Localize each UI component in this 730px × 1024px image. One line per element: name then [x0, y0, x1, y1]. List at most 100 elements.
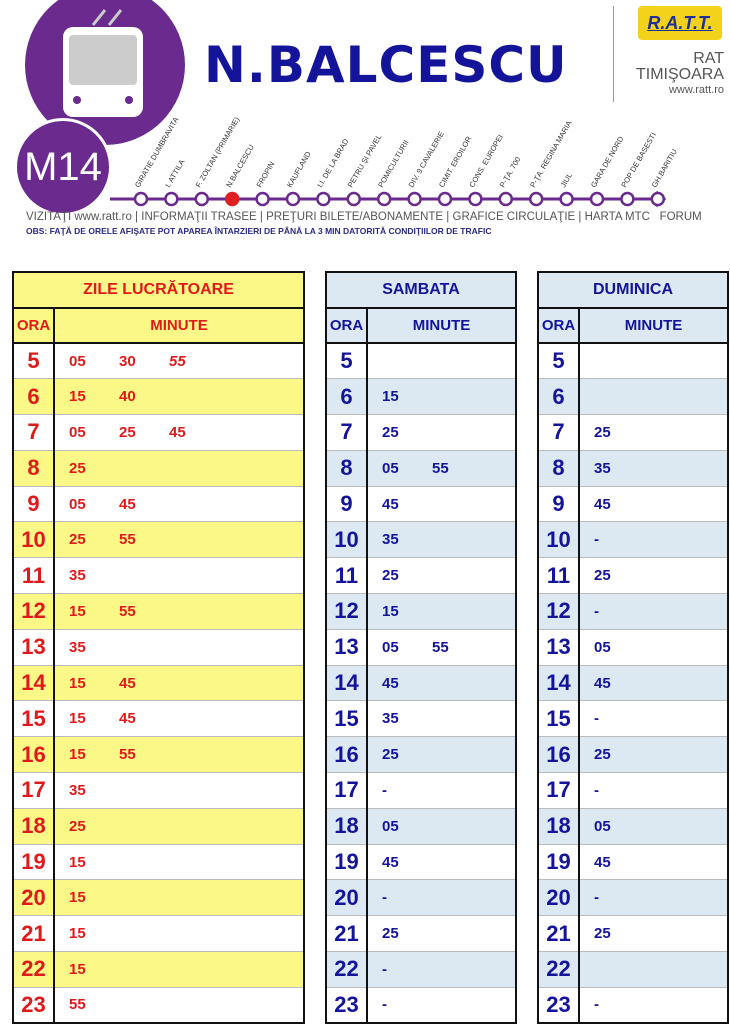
hour-cell: 20 — [12, 879, 55, 917]
schedule-row: 20- — [537, 879, 729, 917]
header-link[interactable]: VIZITAŢI www.ratt.ro — [26, 211, 132, 223]
minute-value: 35 — [594, 459, 611, 477]
schedule-weekdays: ZILE LUCRĂTOARE ORA MINUTE 5 05 30 55 6 15 40 7 05 2… — [12, 271, 305, 1024]
minute-value: 25 — [382, 423, 399, 441]
hour-cell: 6 — [12, 378, 55, 416]
schedule-row: 18 25 — [12, 807, 305, 845]
minutes-cell: 25 — [578, 557, 729, 595]
schedule-row: 7 25 — [325, 414, 517, 451]
minutes-cell: 45 — [366, 664, 517, 702]
hour-cell: 10 — [325, 521, 368, 559]
minute-value: 45 — [169, 423, 186, 441]
minute-value: 15 — [69, 960, 86, 978]
schedule-row: 13 05 — [537, 628, 729, 666]
schedule-row: 9 45 — [325, 485, 517, 523]
hour-cell: 8 — [537, 449, 580, 487]
schedule-row: 22 — [537, 951, 729, 988]
hour-cell: 22 — [12, 951, 55, 988]
minute-value: 45 — [594, 674, 611, 692]
link-separator: | — [575, 211, 585, 223]
minutes-cell: 05 — [366, 807, 517, 845]
stop-marker — [316, 191, 331, 207]
hour-header: ORA — [537, 307, 580, 344]
hour-cell: 23 — [325, 986, 368, 1024]
hour-cell: 10 — [12, 521, 55, 559]
hour-cell: 5 — [537, 342, 580, 380]
stop-label: GARA DE NORD — [589, 134, 626, 189]
minute-value: - — [594, 889, 599, 907]
minute-value: - — [594, 531, 599, 549]
minute-value: 15 — [69, 602, 86, 620]
minute-value: 25 — [594, 746, 611, 764]
minutes-cell: 05 — [578, 807, 729, 845]
minute-value: 25 — [69, 817, 86, 835]
minute-value: 15 — [382, 602, 399, 620]
minutes-cell: 45 — [366, 843, 517, 881]
hour-cell: 6 — [325, 378, 368, 416]
line-number-badge: M14 — [14, 118, 112, 216]
schedule-row: 8 05 55 — [325, 449, 517, 487]
minutes-cell: 25 — [578, 736, 729, 774]
minute-value: 15 — [69, 746, 86, 764]
header-link[interactable]: INFORMAŢII TRASEE — [141, 211, 257, 223]
minutes-cell: 45 — [578, 485, 729, 523]
minutes-cell: - — [578, 700, 729, 738]
minute-value: - — [382, 996, 387, 1014]
stop-label: FROPIN — [255, 160, 277, 189]
hour-cell: 15 — [12, 700, 55, 738]
minutes-cell: 25 55 — [53, 521, 305, 559]
trolleybus-icon — [63, 9, 143, 117]
minutes-cell: - — [366, 879, 517, 917]
schedule-row: 5 05 30 55 — [12, 342, 305, 380]
minutes-cell: - — [366, 951, 517, 988]
minute-value: 35 — [382, 710, 399, 728]
hour-cell: 9 — [12, 485, 55, 523]
schedule-row: 10- — [537, 521, 729, 559]
company-url[interactable]: www.ratt.ro — [668, 84, 724, 96]
header-link[interactable]: PREŢURI BILETE/ABONAMENTE — [266, 211, 444, 223]
schedule-row: 7 05 25 45 — [12, 414, 305, 451]
minute-value: 45 — [119, 674, 136, 692]
minutes-cell: 05 55 — [366, 628, 517, 666]
header-link[interactable]: GRAFICE CIRCULAŢIE — [452, 211, 576, 223]
schedule-row: 10 25 55 — [12, 521, 305, 559]
header-link[interactable]: HARTA MTC — [584, 211, 650, 223]
schedule-row: 9 05 45 — [12, 485, 305, 523]
minutes-cell: 15 55 — [53, 593, 305, 630]
schedule-row: 20- — [325, 879, 517, 917]
hour-cell: 23 — [537, 986, 580, 1024]
minute-value: 55 — [119, 602, 136, 620]
schedule-title: SAMBATA — [325, 271, 517, 309]
hour-cell: 7 — [537, 414, 580, 451]
schedule-row: 14 45 — [325, 664, 517, 702]
minutes-cell: 25 — [578, 414, 729, 451]
hour-cell: 11 — [12, 557, 55, 595]
hour-cell: 19 — [12, 843, 55, 881]
minute-value: 05 — [69, 423, 86, 441]
minutes-cell: - — [578, 879, 729, 917]
schedule-row: 14 45 — [537, 664, 729, 702]
stop-label: CIMIT. EROILOR — [437, 134, 474, 189]
schedule-row: 12 15 55 — [12, 593, 305, 630]
schedule-row: 5 — [325, 342, 517, 380]
hour-cell: 10 — [537, 521, 580, 559]
minutes-cell: 35 — [578, 449, 729, 487]
minutes-cell: 05 30 55 — [53, 342, 305, 380]
stop-marker — [224, 191, 240, 207]
schedule-row: 7 25 — [537, 414, 729, 451]
schedule-row: 18 05 — [325, 807, 517, 845]
minutes-cell — [578, 951, 729, 988]
minutes-cell: 45 — [578, 664, 729, 702]
hour-cell: 16 — [537, 736, 580, 774]
schedule-row: 9 45 — [537, 485, 729, 523]
minutes-cell: 15 45 — [53, 700, 305, 738]
minutes-header: MINUTE — [366, 307, 517, 344]
ratt-logo: R.A.T.T. — [638, 6, 722, 40]
minutes-cell: 15 — [366, 378, 517, 416]
schedule-row: 10 35 — [325, 521, 517, 559]
minute-value: 45 — [594, 495, 611, 513]
header-link[interactable]: FORUM — [659, 211, 702, 223]
hour-cell: 11 — [325, 557, 368, 595]
stop-marker — [164, 191, 179, 207]
